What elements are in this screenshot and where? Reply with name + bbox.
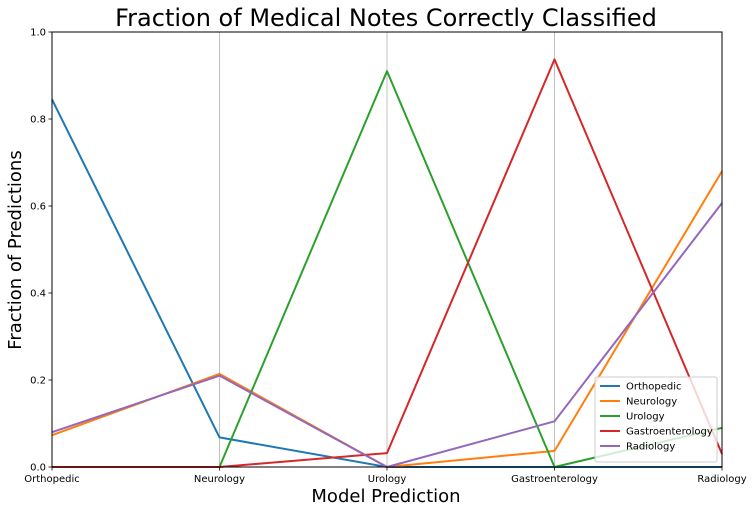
x-axis-label: Model Prediction (311, 486, 460, 507)
legend-label: Neurology (626, 397, 677, 408)
y-tick-label: 0.0 (30, 463, 46, 474)
y-axis-label: Fraction of Predictions (5, 150, 26, 349)
tick-layer: Orthopedic Neurology Urology Gastroenterolo… (24, 28, 746, 486)
legend-label: Radiology (626, 442, 675, 453)
legend-label: Urology (626, 412, 665, 423)
chart-title: Fraction of Medical Notes Correctly Clas… (115, 4, 657, 32)
legend-label: Gastroenterology (626, 427, 713, 438)
y-tick-label: 0.2 (30, 376, 46, 387)
x-tick-label: Neurology (194, 474, 245, 485)
y-tick-label: 1.0 (30, 28, 46, 39)
x-tick-label: Urology (368, 474, 407, 485)
x-tick-label: Orthopedic (24, 474, 79, 485)
x-tick-label: Gastroenterology (511, 474, 598, 485)
legend: Orthopedic Neurology Urology Gastroenterolo… (594, 376, 718, 463)
y-tick-label: 0.4 (30, 289, 46, 300)
x-tick-label: Radiology (697, 474, 746, 485)
y-tick-label: 0.6 (30, 202, 46, 213)
legend-box (594, 376, 718, 463)
legend-label: Orthopedic (626, 382, 681, 393)
grid-layer (219, 32, 555, 467)
y-tick-label: 0.8 (30, 115, 46, 126)
